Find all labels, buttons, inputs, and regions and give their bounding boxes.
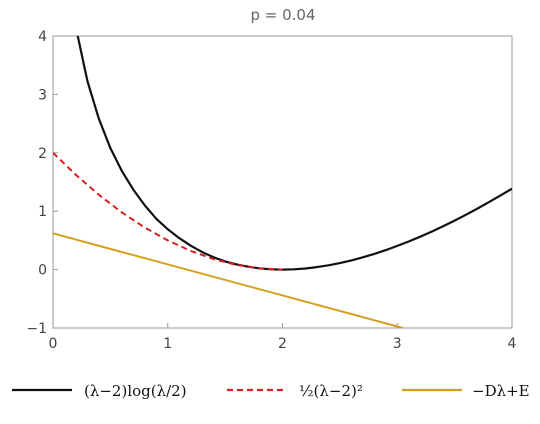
y-tick-label: −1 (26, 321, 47, 337)
y-tick-label: 1 (38, 204, 47, 220)
series-line-3 (53, 232, 404, 328)
x-tick-label: 2 (278, 336, 287, 352)
y-tick-label: 4 (38, 29, 47, 45)
series-line-1 (76, 36, 512, 271)
y-tick-label: 0 (38, 263, 47, 279)
legend-label-series-3: −Dλ+E (472, 382, 530, 400)
legend: (λ−2)log(λ/2) ½(λ−2)² −Dλ+E (12, 382, 530, 400)
x-tick-label: 4 (508, 336, 517, 352)
chart-title: p = 0.04 (250, 6, 315, 24)
x-tick-label: 1 (163, 336, 172, 352)
legend-label-series-1: (λ−2)log(λ/2) (84, 382, 187, 400)
x-tick-label: 0 (49, 336, 58, 352)
legend-label-series-2: ½(λ−2)² (299, 382, 363, 400)
y-tick-label: 2 (38, 146, 47, 162)
x-tick-label: 3 (393, 336, 402, 352)
y-tick-label: 3 (38, 87, 47, 103)
plot-curves (53, 36, 512, 328)
series-line-2 (53, 152, 283, 271)
plot-frame (52, 35, 513, 329)
